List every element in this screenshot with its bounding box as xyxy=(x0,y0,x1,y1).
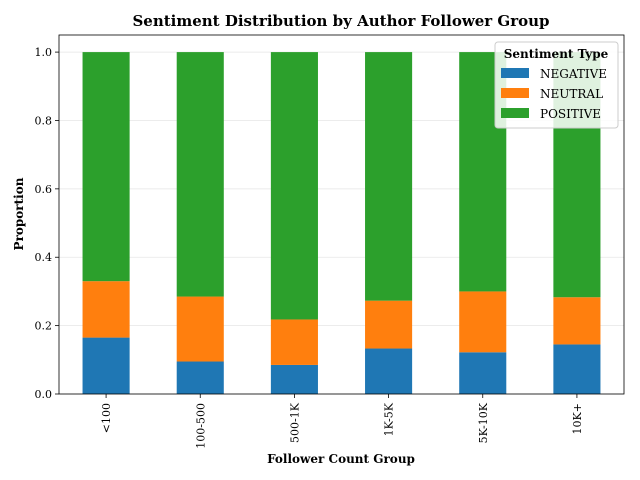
x-tick-label: 500-1K xyxy=(288,402,301,443)
bar-neutral-1 xyxy=(176,296,224,362)
legend: Sentiment Type NEGATIVE NEUTRAL POSITIVE xyxy=(494,41,619,129)
bar-neutral-5 xyxy=(553,297,601,345)
y-tick-label: 0.8 xyxy=(35,114,53,127)
y-tick-label: 1.0 xyxy=(35,46,53,59)
x-axis-label: Follower Count Group xyxy=(267,452,415,466)
plot-frame xyxy=(58,34,625,395)
legend-swatch-neutral xyxy=(501,88,529,98)
bar-negative-0 xyxy=(82,337,130,394)
x-axis-ticks: <100 100-500 500-1K 1K-5K 5K-10K 10K+ xyxy=(100,394,584,449)
legend-label-neutral: NEUTRAL xyxy=(540,87,603,101)
y-axis-label: Proportion xyxy=(12,177,26,250)
y-axis-ticks: 0.0 0.2 0.4 0.6 0.8 1.0 xyxy=(35,46,59,401)
bar-negative-5 xyxy=(553,344,601,394)
bar-neutral-0 xyxy=(82,281,130,338)
legend-swatch-positive xyxy=(501,108,529,118)
y-tick-label: 0.2 xyxy=(35,320,53,333)
x-tick-label: 1K-5K xyxy=(383,402,396,436)
legend-box xyxy=(494,41,619,129)
bars xyxy=(82,52,601,394)
x-tick-label: 100-500 xyxy=(194,403,207,449)
x-tick-label: <100 xyxy=(100,403,113,433)
bar-positive-3 xyxy=(365,52,413,301)
bar-neutral-2 xyxy=(270,319,318,365)
bar-negative-1 xyxy=(176,361,224,394)
bar-positive-0 xyxy=(82,52,130,282)
bar-negative-3 xyxy=(365,348,413,394)
x-tick-label: 10K+ xyxy=(571,403,584,434)
bar-positive-1 xyxy=(176,52,224,297)
x-tick-label: 5K-10K xyxy=(477,402,490,443)
legend-title: Sentiment Type xyxy=(504,47,609,61)
bar-neutral-3 xyxy=(365,300,413,349)
y-tick-label: 0.6 xyxy=(35,183,53,196)
bar-negative-2 xyxy=(270,364,318,394)
bar-positive-2 xyxy=(270,52,318,320)
bar-negative-4 xyxy=(459,352,507,394)
bar-neutral-4 xyxy=(459,291,507,353)
legend-swatch-negative xyxy=(501,68,529,78)
legend-label-positive: POSITIVE xyxy=(540,107,601,121)
legend-label-negative: NEGATIVE xyxy=(540,67,607,81)
y-tick-label: 0.4 xyxy=(35,251,53,264)
chart-title: Sentiment Distribution by Author Followe… xyxy=(132,12,549,30)
y-tick-label: 0.0 xyxy=(35,388,53,401)
